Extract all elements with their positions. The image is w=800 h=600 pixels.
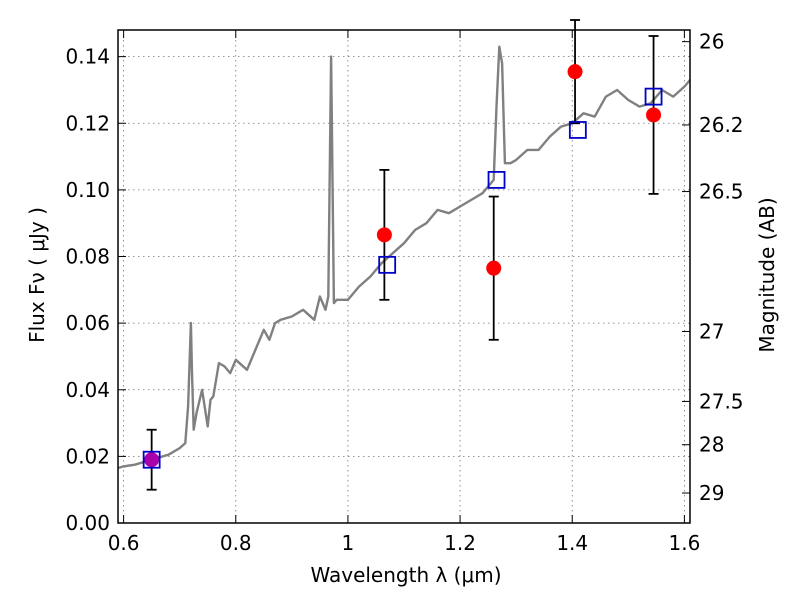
model-point bbox=[644, 87, 663, 106]
y-tick-label: 0.12 bbox=[65, 111, 110, 135]
model-series bbox=[142, 87, 663, 469]
y-tick-label: 0.14 bbox=[65, 45, 110, 69]
y-ticks: 0.00 0.02 0.04 0.06 0.08 0.10 0.12 0.14 bbox=[65, 45, 126, 535]
y2-tick-label: 27.5 bbox=[699, 389, 744, 413]
y-tick-label: 0.04 bbox=[65, 378, 110, 402]
y2-tick-label: 26 bbox=[699, 30, 724, 54]
x-tick-label: 1 bbox=[342, 531, 355, 555]
model-point bbox=[378, 255, 397, 274]
model-point bbox=[142, 450, 161, 469]
y2-tick-label: 29 bbox=[699, 481, 724, 505]
grid bbox=[118, 30, 690, 524]
x-tick-label: 1.6 bbox=[668, 531, 700, 555]
y2-tick-label: 28 bbox=[699, 433, 724, 457]
observed-point bbox=[144, 452, 160, 468]
y2-tick-label: 26.5 bbox=[699, 180, 744, 204]
y-tick-label: 0.10 bbox=[65, 178, 110, 202]
x-axis-label: Wavelength λ (μm) bbox=[310, 563, 501, 587]
observed-point bbox=[376, 227, 392, 243]
spectrum-series bbox=[117, 45, 691, 470]
observed-point bbox=[567, 64, 583, 80]
y2-tick-label: 26.2 bbox=[699, 113, 744, 137]
observed-series bbox=[144, 64, 662, 468]
y2-tick-label: 27 bbox=[699, 319, 724, 343]
observed-point bbox=[486, 260, 502, 276]
x-tick-label: 0.6 bbox=[108, 531, 140, 555]
y2-ticks: 26 26.2 26.5 27 27.5 28 29 bbox=[682, 30, 744, 505]
x-tick-label: 1.4 bbox=[556, 531, 588, 555]
y-tick-label: 0.06 bbox=[65, 311, 110, 335]
model-point bbox=[568, 121, 587, 139]
y2-axis-label: Magnitude (AB) bbox=[755, 197, 779, 352]
x-ticks: 0.6 0.8 1 1.2 1.4 1.6 bbox=[108, 30, 700, 555]
errorbars bbox=[146, 19, 659, 491]
observed-point bbox=[646, 107, 662, 123]
y-axis-label: Flux Fν ( μJy ) bbox=[25, 207, 49, 343]
y-tick-label: 0.02 bbox=[65, 444, 110, 468]
y-tick-label: 0.08 bbox=[65, 245, 110, 269]
y-tick-label: 0.00 bbox=[65, 511, 110, 535]
x-tick-label: 1.2 bbox=[444, 531, 476, 555]
plot-frame bbox=[117, 29, 691, 524]
x-tick-label: 0.8 bbox=[220, 531, 252, 555]
model-point bbox=[487, 170, 506, 189]
spectrum-line bbox=[117, 45, 691, 470]
